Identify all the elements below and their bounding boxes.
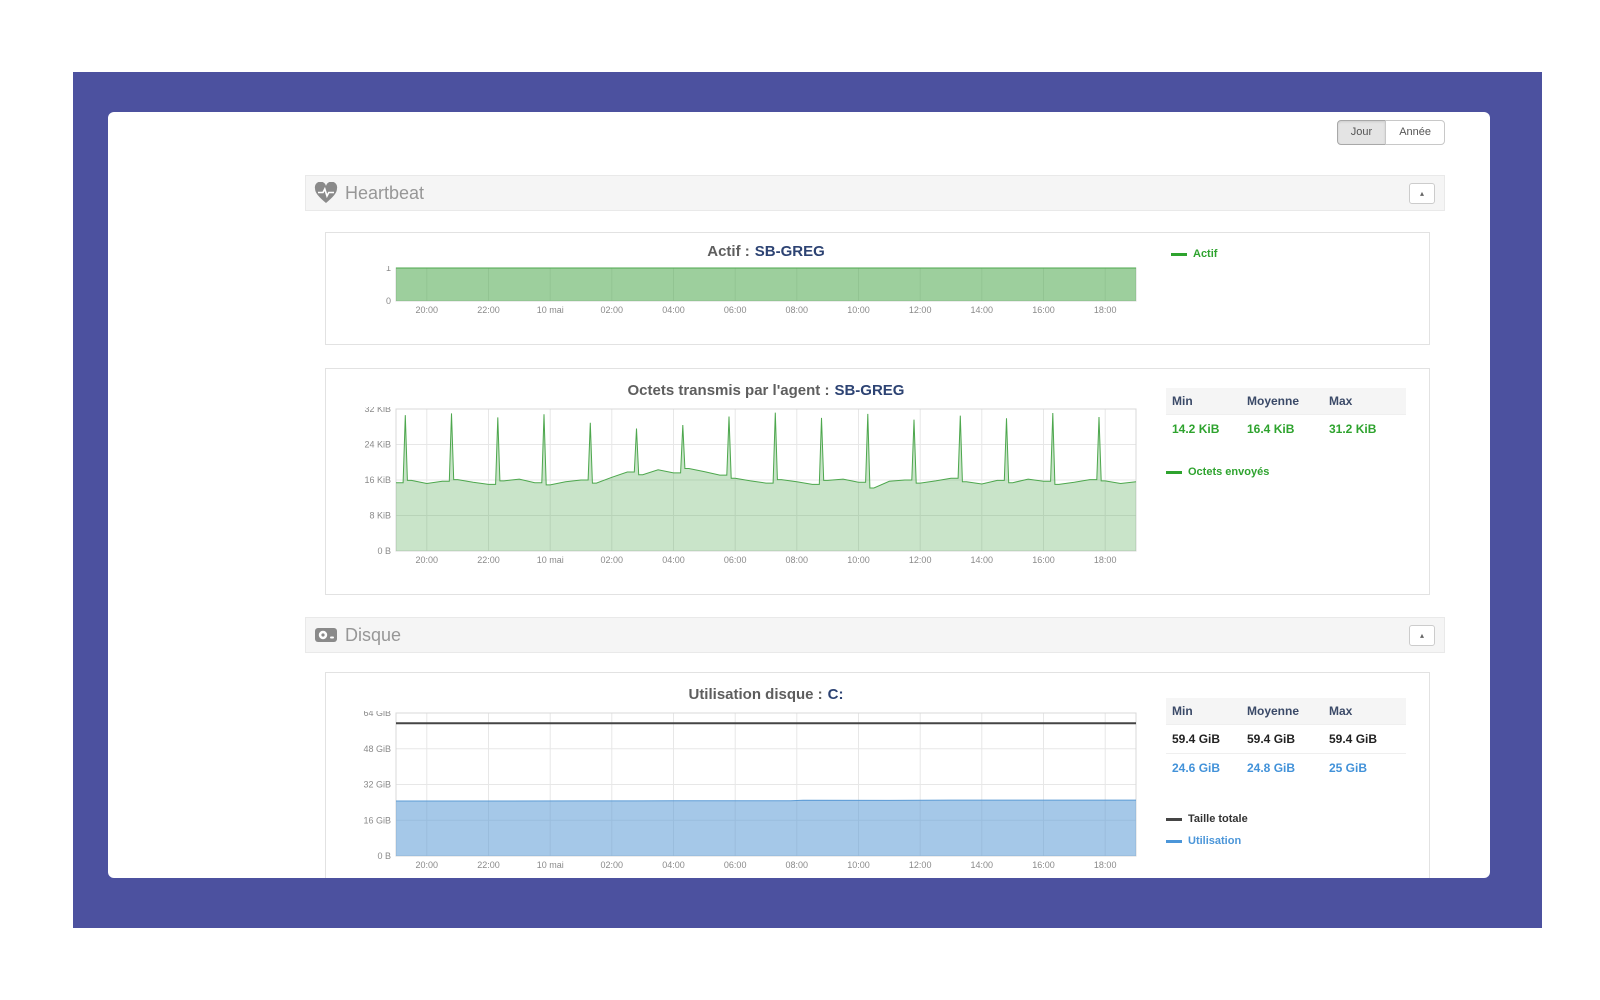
stats-row-taille-totale: 59.4 GiB 59.4 GiB 59.4 GiB: [1166, 724, 1406, 753]
svg-text:14:00: 14:00: [971, 555, 994, 565]
svg-text:20:00: 20:00: [416, 305, 439, 315]
range-toggle: Jour Année: [1336, 120, 1445, 145]
svg-text:16:00: 16:00: [1032, 555, 1055, 565]
svg-text:0 B: 0 B: [377, 546, 391, 556]
actif-chart: 1 0 20:00 22:00 10 mai 02:00 04:00 06:00 08:00 10…: [386, 266, 1137, 315]
svg-text:10 mai: 10 mai: [537, 860, 564, 870]
stats-header-row: Min Moyenne Max: [1166, 698, 1406, 724]
svg-text:22:00: 22:00: [477, 305, 500, 315]
svg-text:02:00: 02:00: [601, 555, 624, 565]
svg-text:16 KiB: 16 KiB: [364, 475, 391, 485]
svg-text:02:00: 02:00: [601, 305, 624, 315]
svg-text:20:00: 20:00: [416, 860, 439, 870]
svg-text:18:00: 18:00: [1094, 305, 1117, 315]
svg-text:32 KiB: 32 KiB: [364, 407, 391, 414]
svg-text:16 GiB: 16 GiB: [363, 815, 391, 825]
svg-text:12:00: 12:00: [909, 860, 932, 870]
actif-chart-title: Actif : SB-GREG: [707, 243, 825, 260]
svg-text:18:00: 18:00: [1094, 555, 1117, 565]
octets-legend: Octets envoyés: [1166, 466, 1269, 478]
disque-chart-title: Utilisation disque : C:: [688, 686, 844, 703]
svg-text:22:00: 22:00: [477, 860, 500, 870]
svg-text:06:00: 06:00: [724, 555, 747, 565]
legend-swatch-blue: [1166, 839, 1182, 843]
disque-panel: Utilisation disque : C: 64 GiB 48 GiB 32 Gi…: [325, 672, 1430, 878]
svg-text:10 mai: 10 mai: [537, 305, 564, 315]
svg-text:04:00: 04:00: [662, 305, 685, 315]
svg-text:48 GiB: 48 GiB: [363, 744, 391, 754]
section-title: Disque: [345, 624, 402, 645]
legend-swatch-green: [1166, 470, 1182, 474]
heartbeat-icon: [314, 182, 338, 204]
stats-row-utilisation: 24.6 GiB 24.8 GiB 25 GiB: [1166, 753, 1406, 782]
svg-text:10 mai: 10 mai: [537, 555, 564, 565]
octets-chart: 32 KiB 24 KiB 16 KiB 8 KiB 0 B 20:00 22:00 10 m…: [364, 407, 1137, 565]
svg-text:08:00: 08:00: [786, 860, 809, 870]
taille-totale-legend: Taille totale: [1166, 813, 1248, 825]
svg-text:32 GiB: 32 GiB: [363, 780, 391, 790]
collapse-disque-button[interactable]: ▴: [1409, 625, 1435, 646]
svg-text:0 B: 0 B: [377, 851, 391, 861]
svg-text:10:00: 10:00: [847, 555, 870, 565]
svg-text:16:00: 16:00: [1032, 305, 1055, 315]
legend-swatch-green: [1171, 252, 1187, 256]
svg-text:08:00: 08:00: [786, 555, 809, 565]
disque-stats-table: Min Moyenne Max 59.4 GiB 59.4 GiB 59.4 G…: [1166, 698, 1406, 782]
svg-text:06:00: 06:00: [724, 860, 747, 870]
octets-panel: Octets transmis par l'agent : SB-GREG 32 …: [325, 368, 1430, 595]
disque-chart: 64 GiB 48 GiB 32 GiB 16 GiB 0 B 20:00 22:00 10 …: [363, 711, 1137, 870]
svg-text:1: 1: [386, 266, 391, 273]
utilisation-legend: Utilisation: [1166, 835, 1241, 847]
actif-panel: Actif : SB-GREG 1 0 20:00 22:00 10 mai 02:00 04…: [325, 232, 1430, 345]
section-header-disque: Disque ▴: [305, 617, 1445, 653]
collapse-heartbeat-button[interactable]: ▴: [1409, 183, 1435, 204]
section-title: Heartbeat: [345, 182, 425, 203]
svg-text:10:00: 10:00: [847, 305, 870, 315]
svg-text:64 GiB: 64 GiB: [363, 711, 391, 718]
svg-text:12:00: 12:00: [909, 305, 932, 315]
section-header-heartbeat: Heartbeat ▴: [305, 175, 1445, 211]
svg-text:16:00: 16:00: [1032, 860, 1055, 870]
range-year-button[interactable]: Année: [1385, 120, 1445, 145]
actif-legend: Actif: [1171, 248, 1217, 260]
legend-swatch-black: [1166, 817, 1182, 821]
svg-text:22:00: 22:00: [477, 555, 500, 565]
octets-stats-table: Min Moyenne Max 14.2 KiB 16.4 KiB 31.2 K…: [1166, 388, 1406, 443]
svg-text:8 KiB: 8 KiB: [369, 511, 391, 521]
svg-text:04:00: 04:00: [662, 555, 685, 565]
svg-text:0: 0: [386, 296, 391, 306]
svg-text:14:00: 14:00: [971, 860, 994, 870]
hdd-icon: [314, 625, 338, 645]
stats-row-octets: 14.2 KiB 16.4 KiB 31.2 KiB: [1166, 414, 1406, 443]
svg-text:06:00: 06:00: [724, 305, 747, 315]
svg-text:02:00: 02:00: [601, 860, 624, 870]
svg-text:12:00: 12:00: [909, 555, 932, 565]
svg-text:10:00: 10:00: [847, 860, 870, 870]
svg-text:08:00: 08:00: [786, 305, 809, 315]
svg-text:18:00: 18:00: [1094, 860, 1117, 870]
range-day-button[interactable]: Jour: [1336, 120, 1387, 145]
stats-header-row: Min Moyenne Max: [1166, 388, 1406, 414]
svg-text:04:00: 04:00: [662, 860, 685, 870]
octets-chart-title: Octets transmis par l'agent : SB-GREG: [627, 382, 905, 399]
svg-text:20:00: 20:00: [416, 555, 439, 565]
svg-text:24 KiB: 24 KiB: [364, 440, 391, 450]
svg-text:14:00: 14:00: [971, 305, 994, 315]
